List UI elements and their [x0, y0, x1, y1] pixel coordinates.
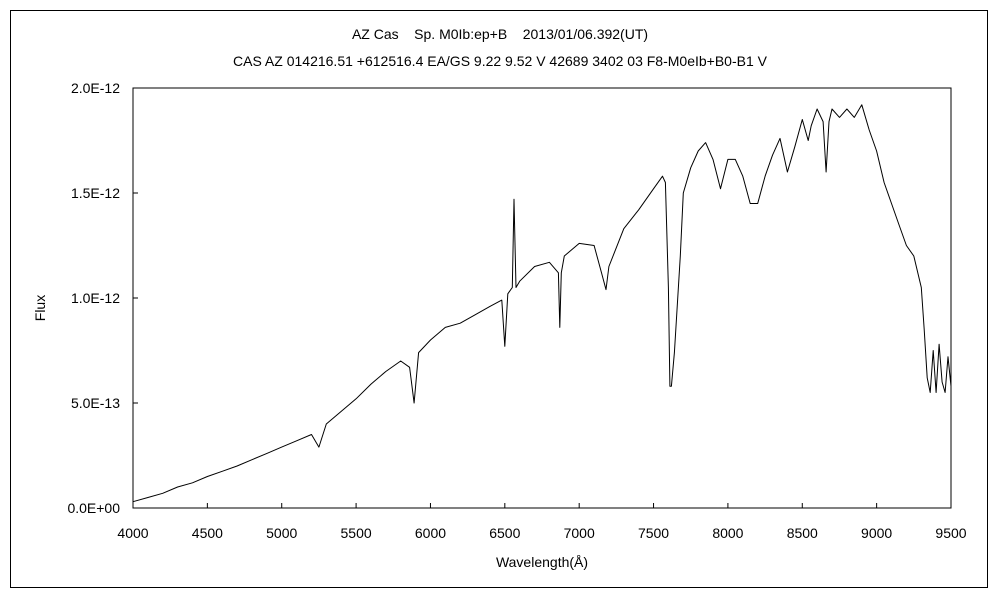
x-tick-label: 7000: [564, 525, 595, 541]
y-tick-label: 5.0E-13: [71, 395, 120, 411]
spectrum-line: [132, 104, 952, 503]
x-tick-label: 4500: [192, 525, 223, 541]
chart-frame: [10, 10, 988, 588]
x-tick-label: 4000: [117, 525, 148, 541]
x-tick-label: 6000: [415, 525, 446, 541]
y-axis-title: Flux: [32, 295, 48, 321]
y-tick-label: 1.0E-12: [71, 290, 120, 306]
x-tick-label: 6500: [489, 525, 520, 541]
y-tick-label: 2.0E-12: [71, 80, 120, 96]
y-tick-label: 1.5E-12: [71, 185, 120, 201]
plot-area: [132, 87, 952, 509]
x-tick-label: 9000: [861, 525, 892, 541]
x-tick-label: 7500: [638, 525, 669, 541]
chart-subtitle: CAS AZ 014216.51 +612516.4 EA/GS 9.22 9.…: [233, 53, 767, 69]
x-axis-title: Wavelength(Å): [496, 554, 588, 570]
x-tick-label: 5500: [341, 525, 372, 541]
x-tick-label: 8000: [712, 525, 743, 541]
x-tick-label: 8500: [787, 525, 818, 541]
x-tick-label: 5000: [266, 525, 297, 541]
x-tick-label: 9500: [935, 525, 966, 541]
chart-title: AZ Cas Sp. M0Ib:ep+B 2013/01/06.392(UT): [351, 26, 649, 42]
y-tick-label: 0.0E+00: [67, 500, 120, 516]
